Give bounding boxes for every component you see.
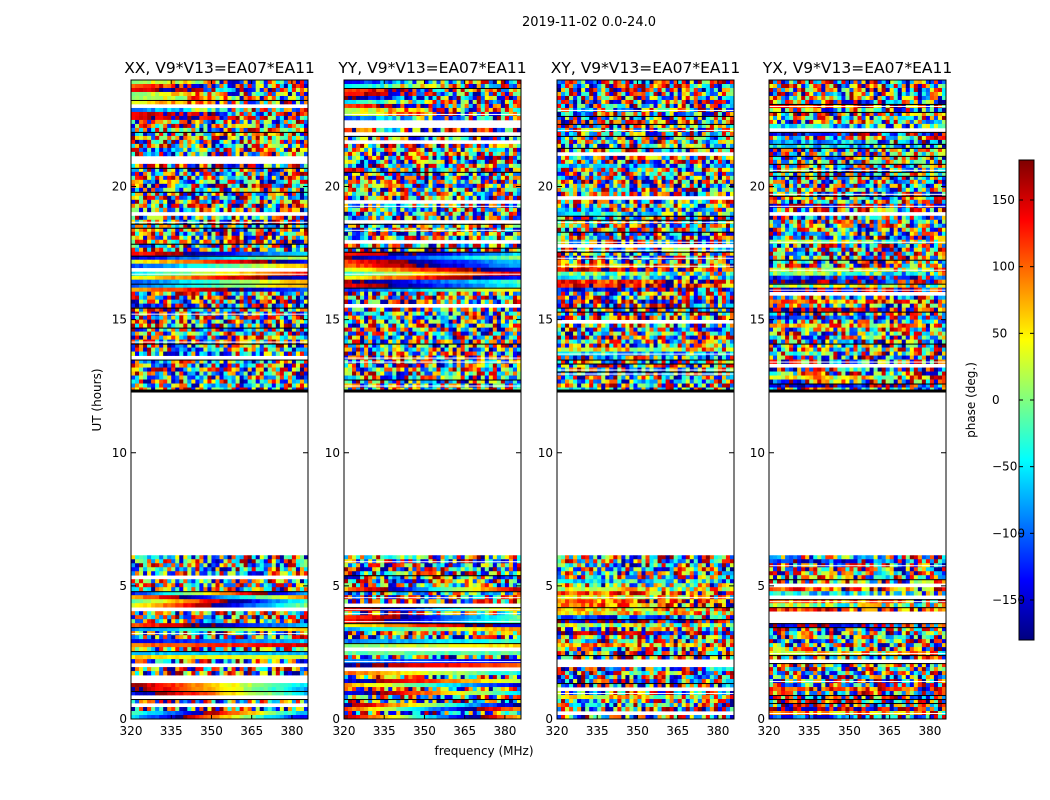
x-tick-label: 365 (240, 724, 263, 738)
y-tick-label: 20 (112, 180, 127, 194)
colorbar-tick-label: −100 (992, 526, 1025, 540)
y-tick-label: 20 (750, 180, 765, 194)
x-tick-label: 320 (333, 724, 356, 738)
y-tick-label: 10 (750, 446, 765, 460)
y-axis-label: UT (hours) (90, 368, 104, 431)
colorbar-label: phase (deg.) (964, 362, 978, 438)
panel-2: XY, V9*V13=EA07*EA11 320 335 350 365 380 0 5 10 1… (538, 59, 741, 738)
phase-heatmap (557, 80, 734, 719)
panel-0: XX, V9*V13=EA07*EA11 320 335 350 365 380 0 5 10 1… (112, 59, 315, 738)
y-tick-label: 20 (538, 180, 553, 194)
y-tick-label: 0 (332, 712, 340, 726)
x-tick-label: 335 (798, 724, 821, 738)
panel-title: YY, V9*V13=EA07*EA11 (337, 59, 526, 77)
colorbar-tick-label: 150 (992, 193, 1015, 207)
colorbar-tick-label: −150 (992, 593, 1025, 607)
phase-heatmap (131, 80, 308, 719)
y-tick-label: 10 (112, 446, 127, 460)
y-tick-label: 0 (757, 712, 765, 726)
phase-heatmap (769, 80, 946, 719)
panel-title: XX, V9*V13=EA07*EA11 (124, 59, 315, 77)
y-tick-label: 15 (750, 313, 765, 327)
x-tick-label: 350 (838, 724, 861, 738)
x-tick-label: 380 (918, 724, 941, 738)
x-tick-label: 320 (546, 724, 569, 738)
x-tick-label: 380 (706, 724, 729, 738)
x-axis-label: frequency (MHz) (434, 744, 533, 758)
colorbar-tick-label: 0 (992, 393, 1000, 407)
plot-frame (556, 79, 735, 720)
y-tick-label: 10 (325, 446, 340, 460)
x-tick-label: 335 (373, 724, 396, 738)
figure-title: 2019-11-02 0.0-24.0 (522, 15, 656, 30)
y-tick-label: 0 (119, 712, 127, 726)
plot-frame (130, 79, 309, 720)
y-tick-label: 5 (545, 579, 553, 593)
colorbar: 150 100 50 0 −50 −100 −150 phase (deg.) (964, 159, 1035, 641)
panel-1: YY, V9*V13=EA07*EA11 320 335 350 365 380 0 5 10 1… (325, 59, 527, 738)
x-tick-label: 365 (453, 724, 476, 738)
x-tick-label: 350 (626, 724, 649, 738)
x-tick-label: 350 (200, 724, 223, 738)
colorbar-tick-label: 50 (992, 326, 1007, 340)
colorbar-tick-label: −50 (992, 460, 1017, 474)
x-tick-label: 350 (413, 724, 436, 738)
x-tick-label: 320 (120, 724, 143, 738)
y-tick-label: 15 (112, 313, 127, 327)
colorbar-tick-label: 100 (992, 260, 1015, 274)
y-tick-label: 5 (757, 579, 765, 593)
y-tick-label: 15 (538, 313, 553, 327)
y-tick-label: 15 (325, 313, 340, 327)
x-tick-label: 380 (493, 724, 516, 738)
panel-title: YX, V9*V13=EA07*EA11 (762, 59, 952, 77)
x-tick-label: 380 (280, 724, 303, 738)
panel-title: XY, V9*V13=EA07*EA11 (551, 59, 740, 77)
x-tick-label: 335 (586, 724, 609, 738)
y-tick-label: 5 (119, 579, 127, 593)
x-tick-label: 320 (758, 724, 781, 738)
x-tick-label: 365 (878, 724, 901, 738)
y-tick-label: 0 (545, 712, 553, 726)
phase-heatmap (344, 80, 521, 719)
panel-3: YX, V9*V13=EA07*EA11 320 335 350 365 380 0 5 10 1… (750, 59, 953, 738)
x-tick-label: 335 (160, 724, 183, 738)
y-tick-label: 20 (325, 180, 340, 194)
y-tick-label: 10 (538, 446, 553, 460)
plot-frame (768, 79, 947, 720)
y-tick-label: 5 (332, 579, 340, 593)
plot-frame (343, 79, 522, 720)
x-tick-label: 365 (666, 724, 689, 738)
